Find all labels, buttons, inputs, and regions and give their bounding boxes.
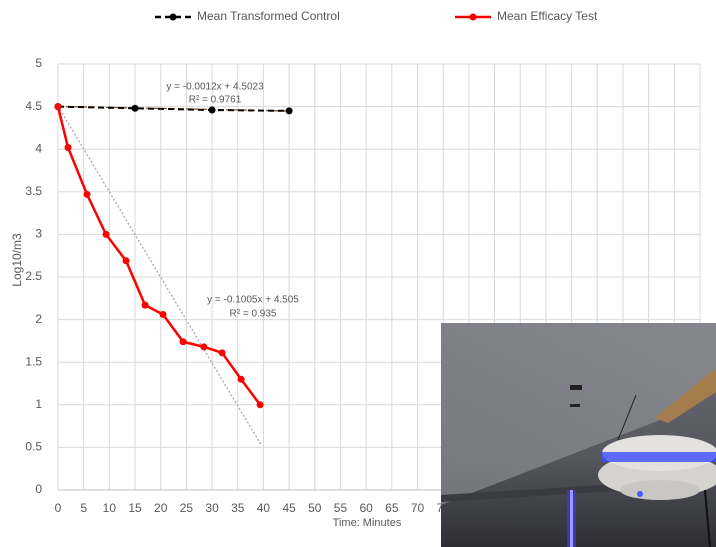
x-tick-label: 65 — [385, 501, 399, 515]
data-point — [84, 191, 91, 198]
y-tick-label: 0.5 — [25, 440, 42, 454]
x-tick-label: 70 — [411, 501, 425, 515]
data-point — [103, 231, 110, 238]
y-tick-label: 1 — [35, 397, 42, 411]
x-tick-label: 5 — [80, 501, 87, 515]
data-point — [123, 257, 130, 264]
y-tick-label: 3.5 — [25, 184, 42, 198]
data-point — [132, 105, 139, 112]
y-tick-label: 3 — [35, 227, 42, 241]
legend-marker — [470, 14, 477, 21]
chart: 00.511.522.533.544.550510152025303540455… — [0, 0, 716, 547]
x-tick-label: 25 — [180, 501, 194, 515]
x-tick-label: 0 — [55, 501, 62, 515]
data-point — [160, 311, 167, 318]
data-point — [257, 401, 264, 408]
x-tick-label: 55 — [334, 501, 348, 515]
x-tick-label: 60 — [359, 501, 373, 515]
trend-equation: y = -0.0012x + 4.5023 — [166, 82, 264, 93]
legend-label: Mean Efficacy Test — [497, 9, 598, 23]
trend-equation: y = -0.1005x + 4.505 — [207, 295, 299, 306]
x-axis-title: Time: Minutes — [333, 517, 402, 529]
data-point — [55, 103, 62, 110]
legend-marker — [170, 14, 177, 21]
data-point — [209, 107, 216, 114]
x-tick-label: 45 — [282, 501, 296, 515]
x-tick-label: 35 — [231, 501, 245, 515]
x-tick-label: 20 — [154, 501, 168, 515]
data-point — [180, 338, 187, 345]
y-tick-label: 1.5 — [25, 354, 42, 368]
y-axis-title: Log10/m3 — [10, 233, 24, 287]
data-point — [142, 302, 149, 309]
data-point — [238, 376, 245, 383]
x-tick-label: 10 — [103, 501, 117, 515]
y-tick-label: 2 — [35, 312, 42, 326]
photo-inset — [441, 323, 716, 547]
x-tick-label: 30 — [205, 501, 219, 515]
x-tick-label: 50 — [308, 501, 322, 515]
y-tick-label: 4.5 — [25, 99, 42, 113]
data-point — [219, 349, 226, 356]
y-tick-label: 0 — [35, 482, 42, 496]
data-point — [200, 343, 207, 350]
trend-r2: R² = 0.9761 — [189, 95, 242, 106]
x-tick-label: 40 — [257, 501, 271, 515]
data-point — [286, 107, 293, 114]
legend-label: Mean Transformed Control — [197, 9, 340, 23]
y-tick-label: 5 — [35, 56, 42, 70]
y-tick-label: 4 — [35, 141, 42, 155]
x-tick-label: 15 — [128, 501, 142, 515]
data-point — [65, 144, 72, 151]
trend-r2: R² = 0.935 — [230, 309, 277, 320]
y-tick-label: 2.5 — [25, 269, 42, 283]
